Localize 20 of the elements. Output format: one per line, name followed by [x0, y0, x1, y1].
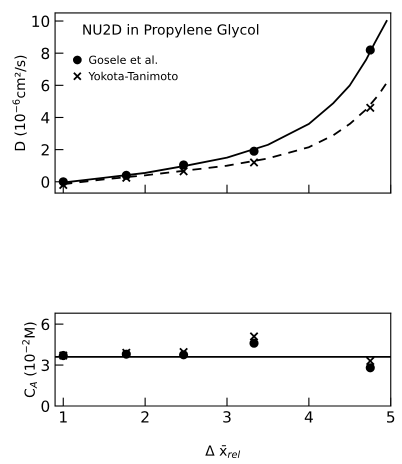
x-tick-label: 3 — [223, 411, 231, 423]
legend-label: Yokota-Tanimoto — [88, 72, 178, 80]
y-tick-label: 6 — [42, 318, 50, 330]
x-tick-label: 1 — [60, 411, 67, 422]
y-tick-label: 8 — [42, 48, 50, 60]
y-tick-label: 2 — [42, 144, 49, 156]
y-tick-label: 0 — [42, 176, 50, 188]
y-tick-label: 0 — [42, 400, 50, 412]
x-tick-label: 4 — [304, 411, 313, 422]
y-axis-title: C$_{A}$ (10$^{−2}$M) — [22, 322, 37, 398]
x-tick-label: 2 — [141, 411, 148, 422]
x-tick-label: 5 — [387, 411, 394, 423]
y-tick-label: 4 — [41, 112, 50, 124]
y-tick-label: 10 — [32, 15, 50, 28]
y-axis-title: D (10$^{−6}$cm²/s) — [12, 56, 27, 150]
y-tick-label: 6 — [42, 80, 50, 92]
x-axis-title: Δ x̄$_{rel}$ — [205, 445, 240, 458]
y-tick-label: 3 — [42, 360, 49, 372]
text: NU2D in Propylene Glycol — [83, 24, 258, 38]
legend-label: Gosele et al. — [89, 55, 157, 64]
